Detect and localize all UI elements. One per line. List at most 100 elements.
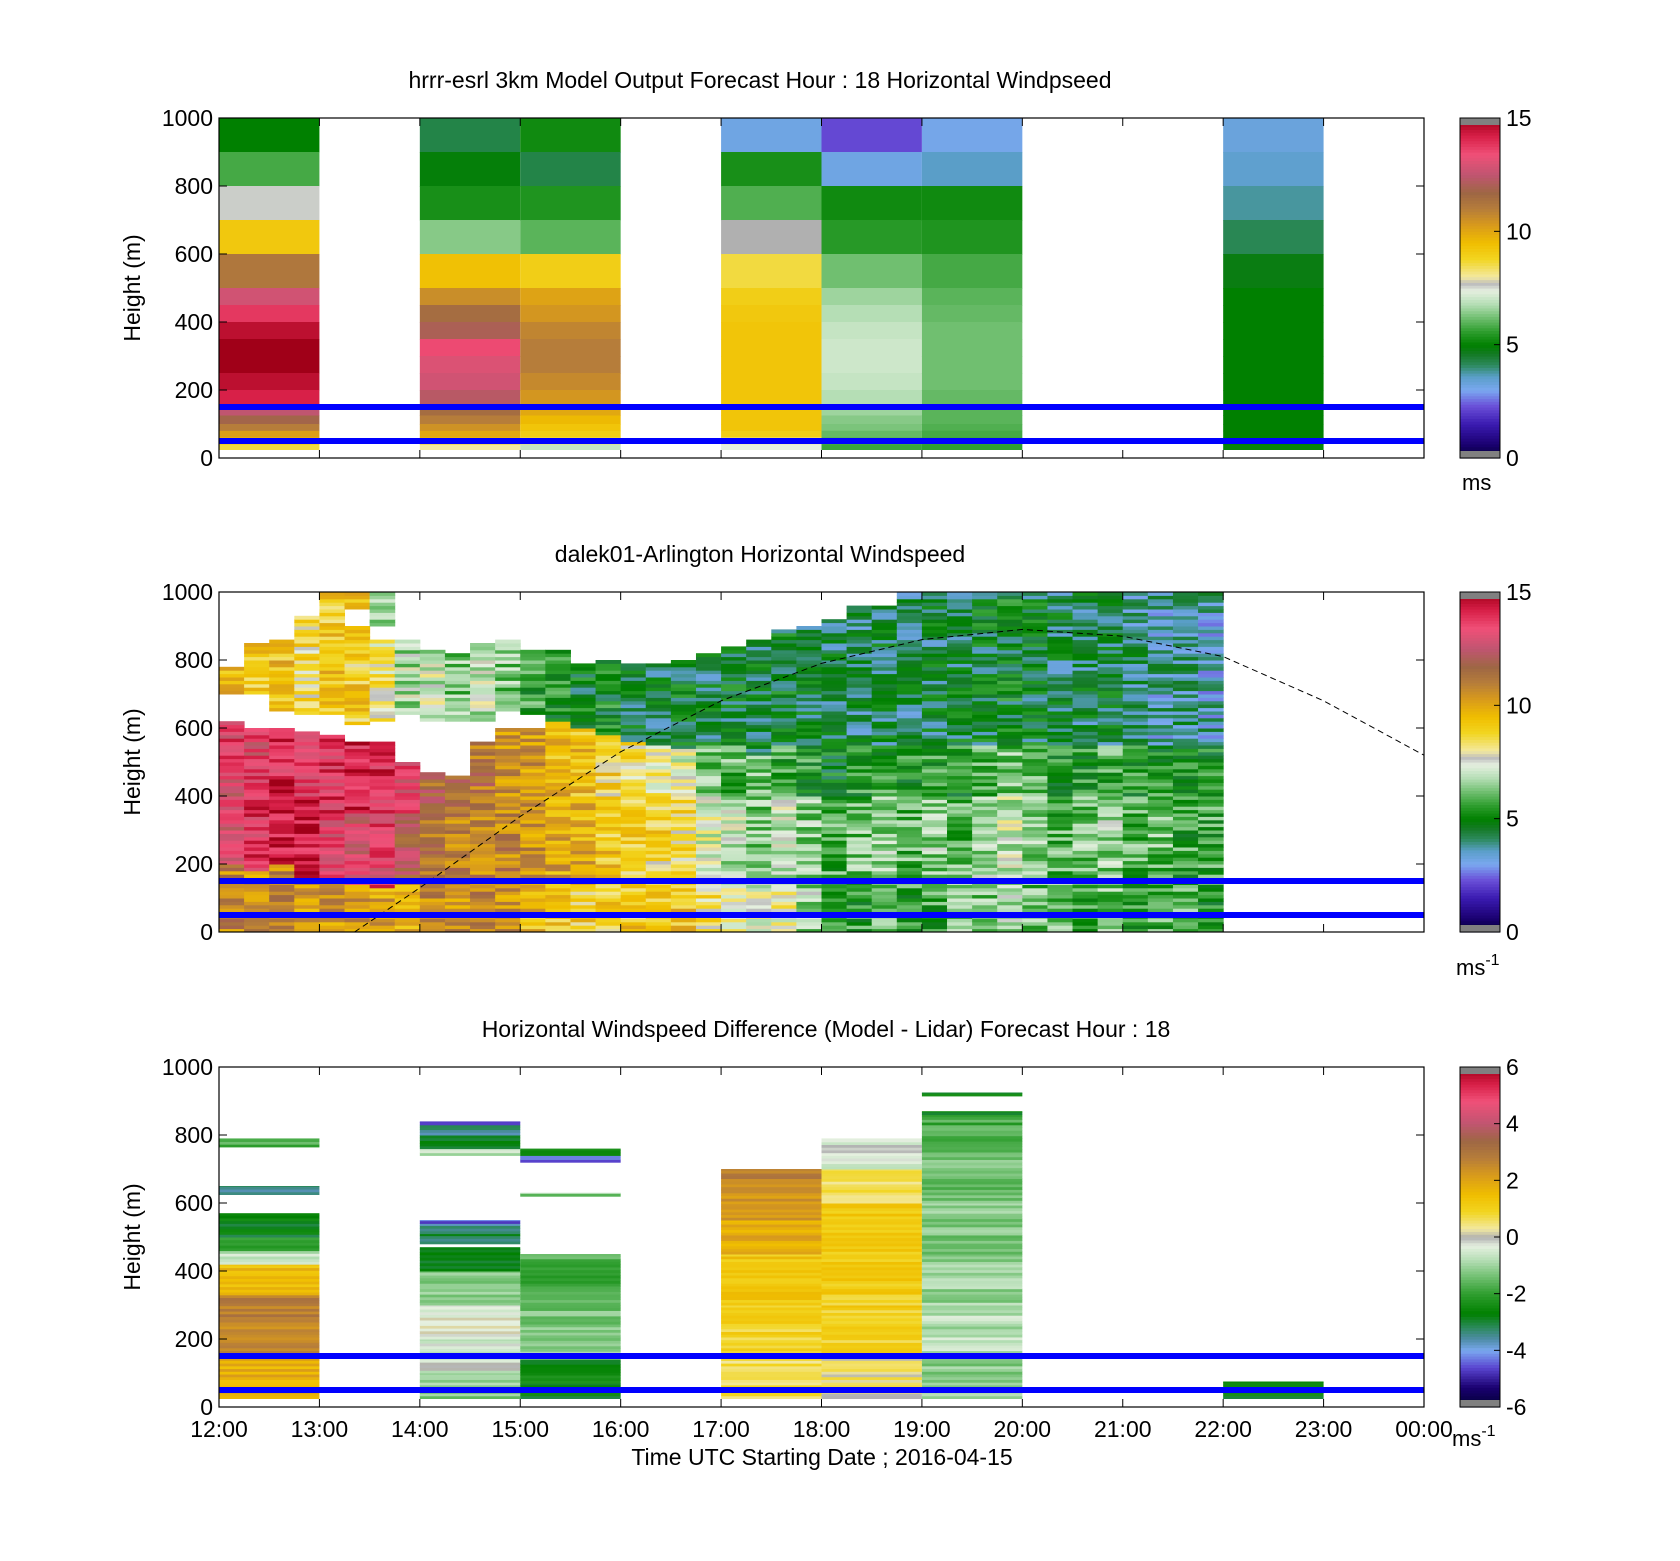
heatmap-cell xyxy=(344,683,371,688)
heatmap-cell xyxy=(921,1320,1023,1324)
heatmap-cell xyxy=(921,755,948,760)
heatmap-cell xyxy=(1223,1381,1324,1383)
heatmap-cell xyxy=(1047,887,1074,892)
heatmap-cell xyxy=(947,656,973,661)
heatmap-cell xyxy=(796,745,822,749)
heatmap-cell xyxy=(1147,704,1174,709)
heatmap-cell xyxy=(1047,775,1074,780)
heatmap-cell xyxy=(921,697,948,702)
heatmap-cell xyxy=(1122,728,1149,732)
heatmap-cell xyxy=(520,1256,621,1260)
colorbar-swatch xyxy=(1460,614,1500,619)
heatmap-cell xyxy=(1122,656,1149,661)
heatmap-cell xyxy=(545,663,571,668)
heatmap-cell xyxy=(670,711,697,715)
heatmap-cell xyxy=(972,857,998,862)
heatmap-cell xyxy=(1047,796,1074,800)
heatmap-cell xyxy=(721,1170,822,1174)
heatmap-cell xyxy=(495,656,521,661)
heatmap-cell xyxy=(721,1331,822,1335)
heatmap-cell xyxy=(896,622,923,627)
heatmap-cell xyxy=(1147,677,1174,681)
heatmap-cell xyxy=(244,870,270,875)
heatmap-cell xyxy=(520,704,546,709)
heatmap-cell xyxy=(871,656,898,661)
heatmap-cell xyxy=(595,836,622,841)
heatmap-cell xyxy=(670,789,697,794)
heatmap-cell xyxy=(1147,918,1174,923)
heatmap-cell xyxy=(444,653,471,658)
heatmap-cell xyxy=(695,755,722,760)
heatmap-cell xyxy=(695,894,722,899)
heatmap-cell xyxy=(520,1332,621,1336)
heatmap-cell xyxy=(1147,779,1174,783)
heatmap-cell xyxy=(545,799,571,804)
heatmap-cell xyxy=(921,762,948,766)
heatmap-cell xyxy=(545,925,571,930)
colorbar-swatch xyxy=(1460,1208,1500,1213)
heatmap-cell xyxy=(620,921,647,926)
heatmap-cell xyxy=(1047,694,1074,698)
colorbar-swatch xyxy=(1460,157,1500,162)
colorbar-swatch xyxy=(1460,1214,1500,1218)
heatmap-cell xyxy=(695,891,722,896)
heatmap-cell xyxy=(721,1256,822,1260)
heatmap-cell xyxy=(344,775,371,780)
heatmap-cell xyxy=(821,700,848,705)
heatmap-cell xyxy=(670,857,697,862)
heatmap-cell xyxy=(921,918,948,923)
heatmap-cell xyxy=(344,802,371,807)
heatmap-cell xyxy=(495,806,521,811)
heatmap-cell xyxy=(319,649,346,654)
heatmap-cell xyxy=(1223,254,1324,289)
heatmap-cell xyxy=(796,891,822,896)
heatmap-cell xyxy=(394,850,421,855)
heatmap-cell xyxy=(1198,921,1224,926)
heatmap-cell xyxy=(294,677,320,681)
heatmap-cell xyxy=(1122,826,1149,831)
heatmap-cell xyxy=(721,840,747,845)
heatmap-cell xyxy=(520,1313,621,1317)
heatmap-cell xyxy=(670,782,697,787)
heatmap-cell xyxy=(269,677,295,681)
heatmap-cell xyxy=(1172,670,1199,675)
heatmap-cell xyxy=(369,643,396,647)
heatmap-cell xyxy=(1047,656,1074,661)
colorbar-swatch xyxy=(1460,135,1500,139)
heatmap-cell xyxy=(921,305,1023,323)
heatmap-cell xyxy=(796,908,822,913)
heatmap-cell xyxy=(997,921,1023,926)
heatmap-cell xyxy=(294,833,320,838)
heatmap-cell xyxy=(921,1237,1023,1241)
heatmap-cell xyxy=(645,806,672,811)
heatmap-cell xyxy=(444,717,471,722)
heatmap-cell xyxy=(1147,789,1174,794)
colorbar-tick-label: 5 xyxy=(1506,332,1519,358)
heatmap-cell xyxy=(896,813,923,817)
heatmap-cell xyxy=(721,1272,822,1276)
heatmap-cell xyxy=(771,836,797,841)
colorbar-swatch xyxy=(1460,645,1500,650)
heatmap-cell xyxy=(972,918,998,923)
colorbar-swatch xyxy=(1460,1322,1500,1326)
heatmap-cell xyxy=(972,687,998,692)
heatmap-cell xyxy=(1172,656,1199,661)
heatmap-cell xyxy=(495,874,521,879)
heatmap-cell xyxy=(1122,921,1149,926)
heatmap-cell xyxy=(1022,602,1048,607)
x-tick-label: 16:00 xyxy=(592,1416,650,1442)
heatmap-cell xyxy=(369,867,396,872)
heatmap-cell xyxy=(470,704,496,709)
colorbar-swatch xyxy=(1460,1333,1500,1337)
heatmap-cell xyxy=(419,670,446,675)
heatmap-cell xyxy=(520,356,621,374)
heatmap-cell xyxy=(670,728,697,732)
heatmap-cell xyxy=(620,741,647,746)
heatmap-cell xyxy=(771,714,797,719)
heatmap-cell xyxy=(520,870,546,875)
colorbar-swatch xyxy=(1460,1296,1500,1300)
heatmap-cell xyxy=(921,751,948,756)
heatmap-cell xyxy=(972,864,998,868)
heatmap-cell xyxy=(921,921,948,926)
